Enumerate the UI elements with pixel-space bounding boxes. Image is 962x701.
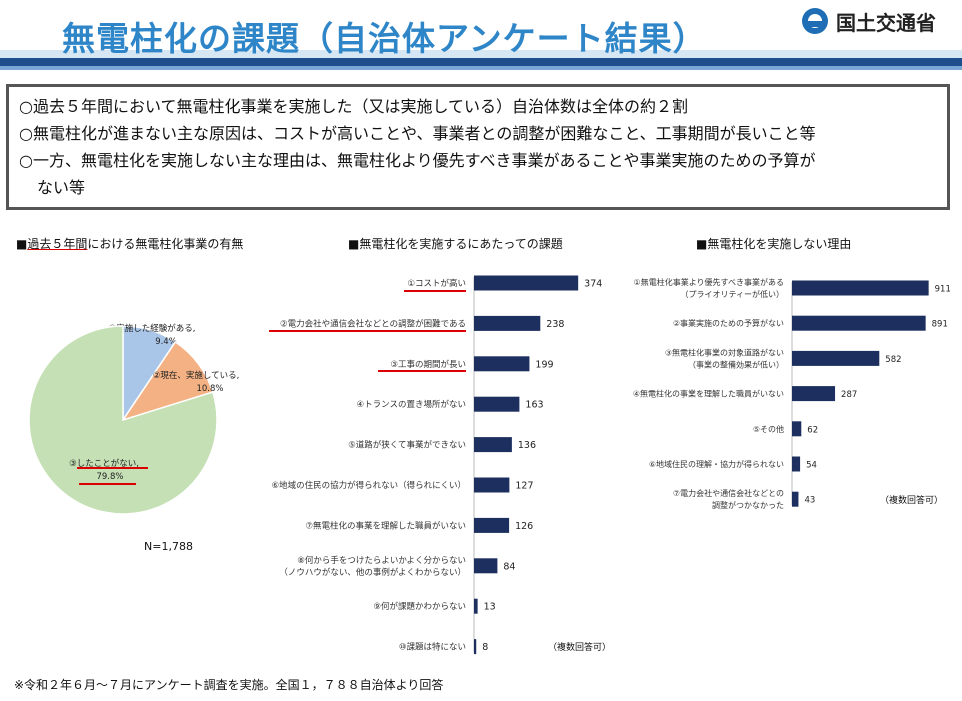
bar2-group-value-5: 62 xyxy=(807,425,818,435)
issues-bar-chart: 374 ①コストが高い 238 ②電力会社や通信会社などとの調整が困難である 199 ③工… xyxy=(269,275,602,655)
pie-slice-3-label-1: ③したことがない, xyxy=(69,458,139,469)
header: 無電柱化の課題（自治体アンケート結果） 国土交通省 xyxy=(0,0,962,72)
bar1-group-value-9: 13 xyxy=(484,602,496,613)
summary-line-3-cont: ない等 xyxy=(37,178,86,197)
bar2-group-label-1-2: （プライオリティーが低い） xyxy=(680,289,784,299)
bar2-group-label-2: ②事業実施のための予算がない xyxy=(673,318,784,328)
bar1-group-label-4: ④トランスの置き場所がない xyxy=(357,399,466,410)
bar1-group-value-3: 199 xyxy=(535,359,553,370)
bar1-group-bar-9 xyxy=(474,598,478,614)
reasons-bar-chart: 911 ①無電柱化事業より優先すべき事業がある （プライオリティーが低い） 891 ②事… xyxy=(633,277,951,510)
bar1-group-value-8: 84 xyxy=(503,561,515,572)
bar1-group-label-5: ⑤道路が狭くて事業ができない xyxy=(348,440,466,451)
bar1-group-value-7: 126 xyxy=(515,521,533,532)
bar2-group-label-3-2: （事業の整備効果が低い） xyxy=(688,359,784,369)
header-band-light xyxy=(0,66,962,70)
bar1-group-bar-7 xyxy=(474,517,510,533)
summary-line-2: ○無電柱化が進まない主な原因は、コストが高いことや、事業者との調整が困難なこと、… xyxy=(19,124,816,143)
bar2-group-label-7-2: 調整がつかなかった xyxy=(712,500,784,510)
bar1-group-bar-8 xyxy=(474,558,498,574)
bar2-group-label-5: ⑤その他 xyxy=(753,424,784,434)
ministry-logo: 国土交通省 xyxy=(802,6,936,36)
bar2-group-bar-4 xyxy=(792,386,836,402)
bar1-group-label-7: ⑦無電柱化の事業を理解した職員がいない xyxy=(305,520,466,531)
bar1-section-title: ■無電柱化を実施するにあたっての課題 xyxy=(348,237,563,251)
bar2-group-bar-5 xyxy=(792,421,802,437)
bar1-group-label-2: ②電力会社や通信会社などとの調整が困難である xyxy=(280,318,466,329)
bar2-group-bar-2 xyxy=(792,315,926,331)
bar2-group-label-7-1: ⑦電力会社や通信会社などとの xyxy=(673,488,784,498)
bar2-group-value-6: 54 xyxy=(806,461,817,471)
bar2-group-value-2: 891 xyxy=(932,320,948,330)
bar1-group-label-8-2: （ノウハウがない、他の事例がよくわからない） xyxy=(279,567,466,578)
summary-line-3: ○一方、無電柱化を実施しない主な理由は、無電柱化より優先すべき事業があることや事… xyxy=(19,151,816,170)
bar1-group-bar-1 xyxy=(474,275,579,291)
pie-slice-2-label-1: ②現在、実施している, xyxy=(153,370,240,381)
bar1-group-bar-2 xyxy=(474,315,541,331)
bar2-group-value-3: 582 xyxy=(885,355,901,365)
bar1-group-label-10: ⑩課題は特にない xyxy=(399,642,466,653)
bar1-group-bar-3 xyxy=(474,356,530,372)
bar1-group-bar-10 xyxy=(474,639,477,655)
bar2-group-bar-1 xyxy=(792,280,929,296)
bar1-group-value-6: 127 xyxy=(515,481,533,492)
bar1-group-value-4: 163 xyxy=(525,400,543,411)
page-title: 無電柱化の課題（自治体アンケート結果） xyxy=(62,19,707,58)
bar1-group-value-1: 374 xyxy=(584,279,602,290)
bar1-group-value-2: 238 xyxy=(546,319,564,330)
header-stripe xyxy=(0,50,962,58)
bar2-multi-answer-note: （複数回答可） xyxy=(880,496,944,506)
bar1-group-bar-4 xyxy=(474,396,520,412)
bar1-group-bar-6 xyxy=(474,477,510,493)
bar1-multi-answer-note: （複数回答可） xyxy=(548,643,612,653)
summary-line-1: ○過去５年間において無電柱化事業を実施した（又は実施している）自治体数は全体の約… xyxy=(19,97,689,116)
bar1-group-value-5: 136 xyxy=(518,440,536,451)
pie-slice-2-label-2: 10.8% xyxy=(196,384,223,394)
pie-chart: ①実施した経験がある, 9.4% ②現在、実施している, 10.8% ③したことがない,… xyxy=(28,323,240,515)
bar2-group-value-1: 911 xyxy=(935,285,951,295)
pie-slice-3-label-2: 79.8% xyxy=(96,472,123,482)
bar2-group-label-4: ④無電柱化の事業を理解した職員がいない xyxy=(633,389,784,399)
ministry-name: 国土交通省 xyxy=(836,10,936,35)
bar1-group-label-8-1: ⑧何から手をつけたらよいかよく分からない xyxy=(297,555,466,566)
pie-title-prefix: ■ xyxy=(16,237,28,251)
bar1-group-label-3: ③工事の期間が長い xyxy=(390,359,466,370)
bar1-group-value-10: 8 xyxy=(482,642,488,653)
bar2-group-bar-3 xyxy=(792,350,880,366)
pie-slice-1-label-1: ①実施した経験がある, xyxy=(109,323,196,334)
bar1-group-label-6: ⑥地域の住民の協力が得られない（得られにくい） xyxy=(272,480,466,491)
bar1-group-label-1: ①コストが高い xyxy=(407,278,466,289)
bar2-group-label-3-1: ③無電柱化事業の対象道路がない xyxy=(665,347,784,357)
footnote: ※令和２年６月～７月にアンケート調査を実施。全国１，７８８自治体より回答 xyxy=(14,678,444,692)
header-band xyxy=(0,58,962,66)
pie-title-rest: における無電柱化事業の有無 xyxy=(87,237,244,251)
bar2-section-title: ■無電柱化を実施しない理由 xyxy=(696,237,852,251)
bar2-group-value-7: 43 xyxy=(804,496,815,506)
summary-box: ○過去５年間において無電柱化事業を実施した（又は実施している）自治体数は全体の約… xyxy=(6,84,950,210)
pie-slice-1-label-2: 9.4% xyxy=(155,337,177,347)
bar1-group-label-9: ⑨何が課題かわからない xyxy=(373,601,466,612)
pie-slice-3 xyxy=(28,325,218,515)
pie-section-title: ■過去５年間における無電柱化事業の有無 xyxy=(16,235,243,252)
bar2-group-bar-7 xyxy=(792,491,799,507)
bar2-group-value-4: 287 xyxy=(841,390,857,400)
ministry-emblem-icon xyxy=(802,8,828,34)
pie-title-highlight: 過去５年間 xyxy=(27,237,88,251)
pie-sample-size: N=1,788 xyxy=(144,540,193,553)
bar1-group-bar-5 xyxy=(474,437,512,453)
bar2-group-label-1-1: ①無電柱化事業より優先すべき事業がある xyxy=(634,277,784,287)
bar2-group-label-6: ⑥地域住民の理解・協力が得られない xyxy=(649,459,784,469)
bar2-group-bar-6 xyxy=(792,456,801,472)
